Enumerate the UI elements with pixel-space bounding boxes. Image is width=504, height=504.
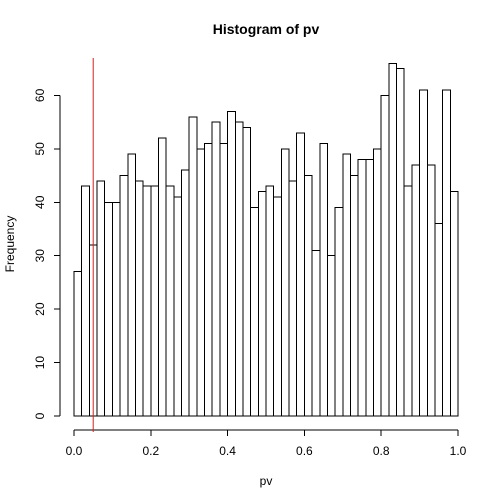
bars-group [73, 62, 459, 417]
histogram-bar [242, 126, 252, 417]
x-tick-label: 0.2 [142, 444, 159, 458]
histogram-bar [234, 121, 244, 417]
y-tick-label: 20 [33, 302, 47, 316]
histogram-bar [296, 132, 305, 417]
histogram-bar [311, 249, 321, 417]
histogram-bar [150, 185, 159, 417]
histogram-bar [142, 185, 152, 417]
histogram-bar [288, 180, 298, 417]
y-axis: 0 10 20 30 40 50 60 [33, 88, 61, 419]
histogram-bar [211, 121, 221, 417]
histogram-bar [280, 148, 290, 417]
histogram-bar [319, 142, 328, 417]
x-axis: 0.0 0.2 0.4 0.6 0.8 1.0 [66, 429, 467, 458]
histogram-bar [134, 180, 144, 417]
histogram-bar [96, 180, 106, 417]
histogram-bar [265, 185, 275, 417]
histogram-bar [219, 142, 229, 417]
histogram-bar [227, 110, 236, 417]
histogram-bar [342, 153, 351, 417]
x-tick-label: 0.0 [66, 444, 83, 458]
y-tick-label: 0 [33, 412, 47, 419]
y-tick-label: 50 [33, 142, 47, 156]
histogram-bar [127, 153, 136, 417]
x-axis-label: pv [260, 474, 273, 488]
x-tick-label: 0.4 [219, 444, 236, 458]
x-tick-label: 0.6 [296, 444, 313, 458]
histogram-bar [111, 201, 121, 417]
histogram-bar [188, 116, 198, 417]
histogram-bar [326, 255, 336, 417]
y-tick-label: 60 [33, 88, 47, 102]
histogram-bar [419, 89, 428, 417]
histogram-bar [334, 207, 344, 417]
histogram-bar [119, 175, 129, 417]
y-axis-label: Frequency [3, 216, 17, 273]
histogram-bar [365, 159, 375, 417]
histogram-bar [303, 175, 313, 417]
histogram-bar [273, 196, 282, 417]
histogram-bar [157, 137, 167, 417]
histogram-bar [449, 191, 459, 417]
histogram-bar [250, 207, 259, 417]
histogram-bar [257, 191, 267, 417]
histogram-bar [204, 142, 213, 417]
y-tick-label: 30 [33, 249, 47, 263]
histogram-bar [173, 196, 183, 417]
histogram-bar [181, 169, 190, 417]
histogram-bar [396, 68, 405, 417]
y-tick-label: 10 [33, 356, 47, 370]
histogram-bar [380, 94, 390, 417]
histogram-bar [357, 159, 367, 417]
histogram-bar [165, 185, 175, 417]
y-tick-label: 40 [33, 195, 47, 209]
histogram-bar [426, 164, 436, 417]
histogram-bar [403, 185, 413, 417]
histogram-bar [73, 271, 83, 417]
histogram-bar [349, 175, 359, 417]
histogram-bar [442, 89, 451, 417]
histogram-bar [104, 201, 113, 417]
histogram-bar [196, 148, 206, 417]
x-tick-label: 1.0 [450, 444, 467, 458]
x-tick-label: 0.8 [373, 444, 390, 458]
histogram-bar [373, 148, 382, 417]
histogram-bar [388, 62, 398, 417]
histogram-bar [81, 185, 90, 417]
chart-title: Histogram of pv [213, 21, 320, 37]
histogram-bar [411, 164, 421, 417]
histogram-bar [434, 223, 444, 417]
